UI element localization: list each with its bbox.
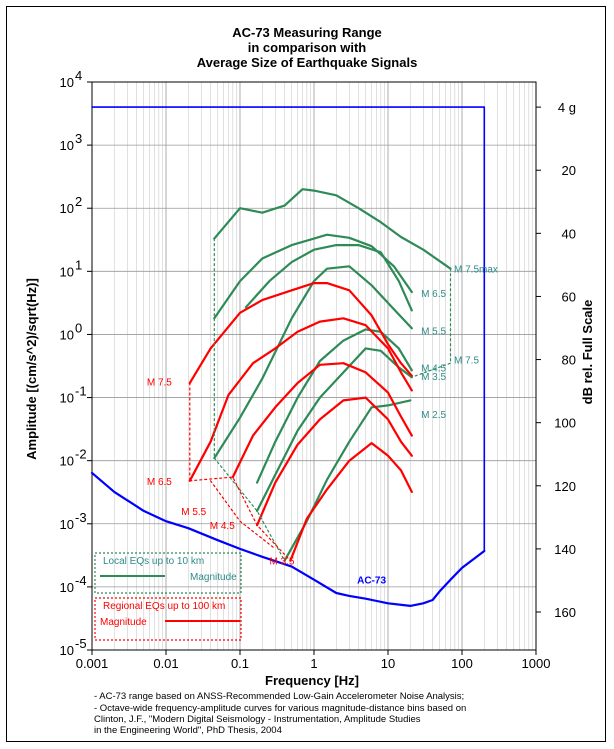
y-tick-exponent: 1 [75, 257, 82, 272]
y-tick-exponent: 0 [75, 320, 82, 335]
annotation-label: M 4.5 [210, 521, 235, 532]
footnote-line-4: in the Engineering World", PhD Thesis, 2… [94, 725, 282, 736]
x-tick-label: 10 [381, 656, 395, 671]
y-tick-exponent: -3 [75, 510, 87, 525]
series-group [90, 106, 486, 607]
series-line-regional [231, 362, 413, 479]
annotation-label: M 7.5 [454, 356, 479, 367]
y-tick-label: 10 [60, 580, 74, 595]
y-tick-exponent: -1 [75, 384, 87, 399]
x-tick-label: 100 [451, 656, 473, 671]
y2-tick-label: 20 [562, 163, 576, 178]
x-tick-label: 1000 [522, 656, 551, 671]
y-axis-title: Amplitude [(cm/s^2)/sqrt(Hz)] [24, 278, 39, 460]
footnote-line-2: - Octave-wide frequency-amplitude curves… [94, 703, 466, 714]
legend-local-label: Magnitude [190, 572, 237, 583]
y-tick-label: 10 [60, 327, 74, 342]
series-line-local [256, 347, 413, 512]
annotation-label: M 3.5 [421, 372, 446, 383]
chart-title: AC-73 Measuring Range in comparison with… [197, 25, 418, 70]
y2-tick-label: 4 g [558, 100, 576, 115]
y-tick-label: 10 [60, 517, 74, 532]
y-tick-label: 10 [60, 264, 74, 279]
y-tick-exponent: 4 [75, 68, 82, 83]
series-line-regional-dot [210, 480, 276, 550]
series-line-regional-dot [189, 476, 291, 562]
x-tick-label: 0.01 [153, 656, 178, 671]
y2-tick-label: 80 [562, 353, 576, 368]
series-line-regional [256, 396, 413, 527]
legend-regional-box [94, 597, 242, 641]
y2-tick-label: 120 [554, 479, 576, 494]
annotation-label: M 5.5 [181, 507, 206, 518]
y-tick-exponent: -5 [75, 636, 87, 651]
annotation-label: M 6.5 [421, 289, 446, 300]
y-tick-label: 10 [60, 138, 74, 153]
annotation-label: M 4.5 [421, 363, 446, 374]
annotation-label: M 7.5 [147, 377, 172, 388]
y2-axis-title: dB rel. Full Scale [580, 300, 595, 405]
footnote-line-1: - AC-73 range based on ANSS-Recommended … [94, 691, 464, 702]
y-tick-label: 10 [60, 201, 74, 216]
y2-tick-label: 40 [562, 226, 576, 241]
y2-tick-label: 100 [554, 416, 576, 431]
series-line-local [256, 328, 413, 484]
series-line-regional [188, 317, 413, 482]
y-tick-label: 10 [60, 643, 74, 658]
legend-local-box [94, 552, 242, 594]
chart-title-line-3: Average Size of Earthquake Signals [197, 55, 418, 70]
y-tick-exponent: -2 [75, 447, 87, 462]
series-line-local [244, 244, 413, 312]
series-line-regional [188, 282, 413, 385]
series-line-ac73-top [91, 106, 486, 552]
footnote-line-3: Clinton, J.F., "Modern Digital Seismolog… [94, 714, 421, 725]
legend-local-title: Local EQs up to 10 km [103, 556, 204, 567]
series-line-local [213, 265, 413, 460]
y-tick-exponent: -4 [75, 573, 87, 588]
legend: Local EQs up to 10 km Magnitude Regional… [94, 552, 242, 641]
x-tick-label: 0.1 [231, 656, 249, 671]
y2-tick-label: 160 [554, 605, 576, 620]
series-line-ac73 [90, 471, 486, 607]
footnotes: - AC-73 range based on ANSS-Recommended … [94, 691, 466, 736]
y-tick-exponent: 3 [75, 131, 82, 146]
x-tick-label: 0.001 [76, 656, 109, 671]
annotation-label: M 5.5 [421, 327, 446, 338]
annotation-label: M 7.5max [454, 265, 498, 276]
annotation-label: M 2.5 [421, 410, 446, 421]
chart-title-line-1: AC-73 Measuring Range [232, 25, 382, 40]
x-tick-label: 1 [310, 656, 317, 671]
annotation-label: M 3.5 [269, 557, 294, 568]
grid [91, 81, 537, 651]
series-line-local-dot [213, 457, 286, 562]
legend-regional-title: Regional EQs up to 100 km [103, 601, 225, 612]
axis-ticks: 0.001 0.01 0.1 1 10 100 100010-510-410-310-210… [60, 68, 576, 671]
x-axis-title: Frequency [Hz] [265, 673, 359, 688]
chart-title-line-2: in comparison with [248, 40, 367, 55]
series-line-regional [289, 442, 413, 562]
y-tick-label: 10 [60, 75, 74, 90]
annotation-label: AC-73 [357, 576, 386, 587]
legend-regional-label: Magnitude [100, 617, 147, 628]
y2-tick-label: 60 [562, 289, 576, 304]
y-tick-exponent: 2 [75, 194, 82, 209]
series-line-local-dot [411, 268, 452, 378]
y-tick-label: 10 [60, 454, 74, 469]
y2-tick-label: 140 [554, 542, 576, 557]
series-line-local [213, 188, 452, 270]
annotation-label: M 6.5 [147, 477, 172, 488]
y-tick-label: 10 [60, 391, 74, 406]
